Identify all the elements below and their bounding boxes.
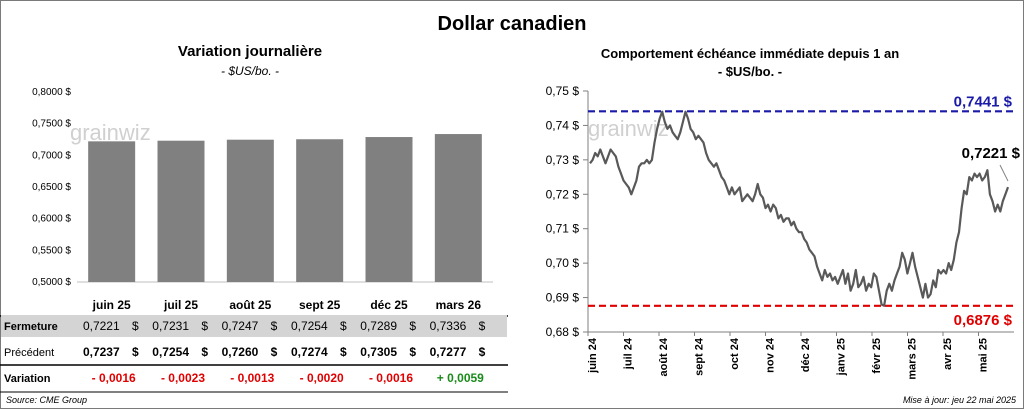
x-tick-label: mai 25 — [978, 338, 990, 372]
table-cell: - 0,0020 — [300, 371, 344, 385]
high-label: 0,7441 $ — [954, 93, 1013, 110]
y-tick-label: 0,5500 $ — [32, 245, 71, 256]
table-cell: 0,7254 — [152, 345, 189, 359]
table-cell-unit: $ — [340, 345, 347, 359]
y-tick-label: 0,75 $ — [546, 84, 580, 98]
daily-variation-bar-chart: 0,5000 $ 0,5500 $ 0,6000 $ 0,6500 $ 0,7000 $… — [0, 87, 508, 393]
table-cell: 0,7231 — [152, 319, 189, 333]
one-year-line-chart: 0,68 $ 0,69 $ 0,70 $ 0,71 $ 0,72 $ 0,73 $ 0,74… — [546, 84, 1021, 380]
table-cell-unit: $ — [271, 319, 278, 333]
x-tick-label: août 24 — [658, 337, 670, 376]
table-cell: 0,7305 — [360, 345, 397, 359]
table-cell-unit: $ — [271, 345, 278, 359]
y-tick-label: 0,6500 $ — [32, 182, 71, 193]
left-chart-title: Variation journalière — [177, 43, 323, 60]
y-tick-label: 0,7500 $ — [32, 119, 71, 130]
table-row-label: Fermeture — [4, 321, 58, 333]
table-cell-unit: $ — [479, 345, 486, 359]
table-cell: - 0,0013 — [230, 371, 274, 385]
left-chart-subtitle: - $US/bo. - — [220, 64, 280, 78]
table-cell-unit: $ — [132, 319, 139, 333]
bar — [226, 139, 274, 282]
x-tick-label: sept 24 — [694, 337, 706, 376]
bar — [88, 141, 136, 282]
table-row-shading — [1, 315, 507, 337]
price-series-line — [589, 110, 1010, 307]
y-tick-label: 0,68 $ — [546, 325, 580, 339]
table-cell: 0,7274 — [291, 345, 328, 359]
y-tick-label: 0,69 $ — [546, 291, 580, 305]
bar — [157, 140, 205, 282]
y-tick-label: 0,74 $ — [546, 118, 580, 132]
table-cell: 0,7277 — [430, 345, 467, 359]
watermark: grainwiz — [70, 120, 151, 145]
y-tick-label: 0,72 $ — [546, 187, 580, 201]
x-tick-label: août 25 — [229, 298, 271, 312]
table-row-label: Variation — [4, 373, 51, 385]
y-tick-label: 0,6000 $ — [32, 214, 71, 225]
page-title: Dollar canadien — [437, 13, 587, 35]
table-cell-unit: $ — [201, 345, 208, 359]
table-cell-unit: $ — [479, 319, 486, 333]
x-tick-label: sept 25 — [299, 298, 341, 312]
table-cell-unit: $ — [409, 319, 416, 333]
source-note: Source: CME Group — [6, 395, 88, 405]
table-cell: - 0,0016 — [369, 371, 413, 385]
x-tick-label: avr 25 — [942, 338, 954, 370]
y-tick-label: 0,70 $ — [546, 256, 580, 270]
y-tick-label: 0,5000 $ — [32, 277, 71, 288]
table-cell: 0,7336 — [430, 319, 467, 333]
table-cell-unit: $ — [340, 319, 347, 333]
table-cell: 0,7247 — [222, 319, 259, 333]
right-chart-subtitle: - $US/bo. - — [717, 64, 783, 79]
bar — [365, 137, 413, 282]
low-label: 0,6876 $ — [954, 312, 1013, 329]
x-tick-label: déc 25 — [370, 298, 408, 312]
x-tick-label: nov 24 — [765, 337, 777, 373]
x-tick-label: juin 25 — [92, 298, 131, 312]
x-tick-label: juil 25 — [163, 298, 198, 312]
bar — [434, 134, 482, 282]
y-tick-label: 0,73 $ — [546, 153, 580, 167]
y-tick-label: 0,71 $ — [546, 222, 580, 236]
table-cell: 0,7260 — [222, 345, 259, 359]
x-tick-label: mars 25 — [907, 338, 919, 380]
table-cell: 0,7221 — [83, 319, 120, 333]
y-tick-label: 0,8000 $ — [32, 87, 71, 98]
table-row-label: Précédent — [4, 347, 54, 359]
table-cell: 0,7237 — [83, 345, 120, 359]
table-cell: - 0,0016 — [92, 371, 136, 385]
x-tick-label: juin 24 — [587, 337, 599, 374]
y-tick-label: 0,7000 $ — [32, 150, 71, 161]
table-cell: + 0,0059 — [437, 371, 484, 385]
table-cell: 0,7254 — [291, 319, 328, 333]
x-tick-label: janv 25 — [836, 338, 848, 376]
update-note: Mise à jour: jeu 22 mai 2025 — [902, 395, 1016, 405]
right-chart-title: Comportement échéance immédiate depuis 1… — [600, 46, 900, 61]
bar — [296, 139, 344, 282]
x-tick-label: juil 24 — [623, 337, 635, 370]
table-cell: 0,7289 — [360, 319, 397, 333]
table-cell-unit: $ — [409, 345, 416, 359]
x-tick-label: mars 26 — [436, 298, 482, 312]
last-value-leader — [999, 164, 1009, 182]
table-cell: - 0,0023 — [161, 371, 205, 385]
table-cell-unit: $ — [201, 319, 208, 333]
x-tick-label: oct 24 — [729, 337, 741, 370]
table-cell-unit: $ — [132, 345, 139, 359]
x-tick-label: déc 24 — [800, 337, 812, 372]
last-value-label: 0,7221 $ — [962, 145, 1021, 162]
x-tick-label: févr 25 — [871, 338, 883, 373]
